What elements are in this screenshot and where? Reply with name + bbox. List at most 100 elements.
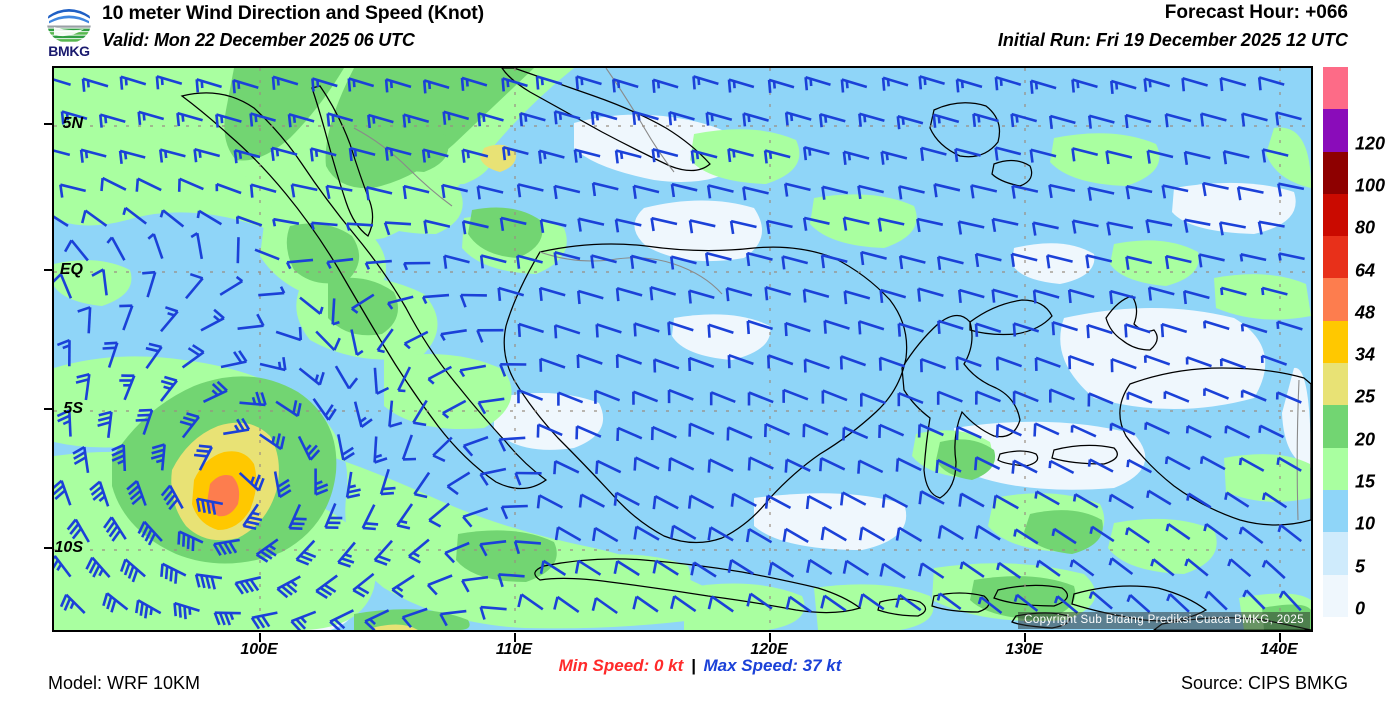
- wind-barb: [746, 319, 773, 335]
- wind-barb: [477, 397, 505, 415]
- wind-barb: [215, 182, 242, 195]
- y-axis-tick-EQ: [44, 269, 53, 271]
- wind-barb: [1222, 150, 1250, 165]
- wind-barb: [384, 78, 412, 93]
- wind-barb: [592, 526, 619, 543]
- colorbar-label-120: 120: [1355, 133, 1386, 154]
- wind-barb: [476, 328, 504, 343]
- page-title: 10 meter Wind Direction and Speed (Knot): [102, 2, 484, 24]
- wind-barb: [337, 434, 355, 461]
- wind-barb: [479, 540, 507, 557]
- wind-barb: [705, 251, 732, 267]
- wind-barb: [462, 507, 489, 528]
- wind-barb: [897, 322, 924, 337]
- wind-barb: [285, 258, 314, 270]
- wind-barb: [802, 216, 830, 231]
- wind-barb: [421, 293, 450, 305]
- wind-barb: [730, 492, 757, 508]
- wind-barb: [615, 353, 643, 368]
- wind-barb: [784, 458, 811, 473]
- wind-barb: [840, 78, 868, 93]
- wind-barb: [479, 254, 507, 269]
- wind-barb: [633, 322, 660, 337]
- wind-barb: [706, 184, 734, 199]
- wind-barb: [1010, 252, 1038, 267]
- wind-barb: [497, 573, 525, 588]
- wind-barb: [1110, 79, 1137, 95]
- wind-barb: [842, 559, 870, 576]
- x-axis-label-100E: 100E: [240, 641, 278, 658]
- wind-barb: [878, 423, 905, 438]
- wind-barb: [573, 148, 601, 163]
- wind-barb: [1185, 424, 1212, 439]
- map-container[interactable]: Copyright Sub Bidang Prediksi Cuaca BMKG…: [52, 66, 1313, 632]
- wind-speed-map[interactable]: [54, 68, 1311, 630]
- wind-barb: [553, 324, 581, 339]
- wind-barb: [821, 185, 849, 200]
- wind-barb: [312, 397, 337, 421]
- wind-barb: [1143, 354, 1171, 366]
- wind-barb: [413, 471, 431, 499]
- wind-barb: [80, 209, 108, 227]
- wind-barb: [287, 113, 315, 128]
- wind-barb: [1070, 424, 1097, 438]
- wind-barb: [535, 75, 563, 90]
- wind-barb: [423, 219, 451, 234]
- wind-barb: [994, 146, 1022, 161]
- wind-barb: [72, 445, 90, 473]
- wind-barb: [439, 329, 467, 342]
- colorbar-band-34: [1323, 320, 1348, 364]
- wind-barb: [972, 112, 999, 128]
- wind-barb: [1219, 76, 1247, 92]
- wind-barb: [1071, 78, 1098, 93]
- wind-barb: [1276, 320, 1303, 331]
- wind-barb: [1240, 323, 1268, 334]
- wind-barb: [195, 497, 224, 515]
- bmkg-logo-text: BMKG: [48, 43, 90, 59]
- speed-separator: |: [690, 656, 696, 675]
- speed-colorbar[interactable]: [1323, 67, 1348, 617]
- wind-barb: [765, 219, 793, 235]
- wind-barb: [668, 110, 695, 126]
- wind-barb: [54, 555, 72, 578]
- wind-barb: [690, 561, 717, 578]
- wind-barb: [747, 391, 774, 406]
- wind-barb: [1110, 357, 1137, 373]
- speed-extremes: Min Speed: 0 kt | Max Speed: 37 kt: [0, 656, 1400, 676]
- x-axis-label-140E: 140E: [1260, 641, 1298, 658]
- wind-barb: [937, 255, 964, 270]
- wind-barb: [135, 408, 154, 436]
- wind-barb: [1218, 221, 1246, 236]
- x-axis-tick-130E: [1024, 633, 1026, 642]
- wind-barb: [1185, 356, 1212, 368]
- wind-barb: [345, 222, 374, 231]
- wind-barb: [517, 388, 544, 404]
- wind-barb: [150, 443, 166, 471]
- wind-barb: [334, 365, 359, 390]
- wind-barb: [764, 422, 791, 438]
- wind-barb: [1048, 183, 1076, 199]
- wind-barb: [578, 493, 606, 508]
- wind-barb: [670, 524, 697, 540]
- wind-barb: [236, 237, 240, 264]
- y-axis-label-10S: 10S: [54, 539, 83, 556]
- wind-barb: [727, 147, 754, 163]
- wind-barb: [955, 355, 982, 371]
- wind-barb: [1260, 354, 1288, 366]
- wind-barb: [219, 275, 244, 296]
- wind-barb: [1146, 149, 1174, 164]
- wind-barb: [126, 480, 147, 506]
- wind-barb: [443, 254, 470, 269]
- map-frame[interactable]: Copyright Sub Bidang Prediksi Cuaca BMKG…: [52, 66, 1313, 632]
- wind-barb: [649, 286, 677, 301]
- wind-barb: [688, 219, 716, 234]
- wind-barb: [539, 559, 567, 576]
- wind-barb: [745, 527, 773, 544]
- wind-barb: [54, 149, 71, 157]
- wind-barb: [1126, 458, 1153, 474]
- wind-barb: [476, 185, 504, 200]
- wind-barb: [402, 184, 430, 200]
- wind-barb: [553, 110, 581, 125]
- wind-barb: [176, 111, 203, 127]
- wind-barb: [955, 78, 983, 93]
